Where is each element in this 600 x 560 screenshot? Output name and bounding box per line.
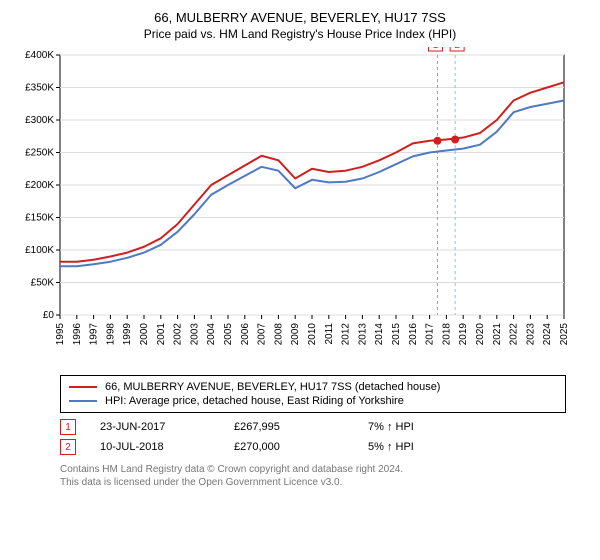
chart-title: 66, MULBERRY AVENUE, BEVERLEY, HU17 7SS [8,10,592,25]
x-tick-label: 2012 [341,323,352,346]
y-tick-label: £0 [43,310,55,321]
x-tick-label: 2000 [139,323,150,346]
price-chart: £0 £50K £100K £150K £200K £250K £300K £350K £400… [8,47,590,367]
x-tick-label: 2016 [408,323,419,346]
x-tick-label: 2017 [425,323,436,346]
legend-label: 66, MULBERRY AVENUE, BEVERLEY, HU17 7SS … [105,381,440,393]
x-tick-label: 2010 [307,323,318,346]
legend-label: HPI: Average price, detached house, East… [105,395,404,407]
x-tick-label: 2023 [525,323,536,346]
legend-swatch [69,386,97,388]
x-tick-label: 1996 [72,323,83,346]
x-tick-label: 2003 [189,323,200,346]
legend: 66, MULBERRY AVENUE, BEVERLEY, HU17 7SS … [60,375,566,413]
sale-hpi-delta: 5% ↑ HPI [368,441,478,453]
y-tick-label: £150K [25,213,54,224]
sale-date: 23-JUN-2017 [100,421,210,433]
x-tick-label: 2008 [273,323,284,346]
marker-badge-num: 1 [433,47,439,51]
x-tick-label: 1995 [55,323,66,346]
x-tick-label: 2022 [509,323,520,346]
sale-date: 10-JUL-2018 [100,441,210,453]
footer-line: This data is licensed under the Open Gov… [60,476,566,489]
x-tick-label: 1999 [122,323,133,346]
sale-marker-badge: 1 [60,419,76,435]
sale-price: £267,995 [234,421,344,433]
x-tick-label: 2018 [441,323,452,346]
sale-row: 2 10-JUL-2018 £270,000 5% ↑ HPI [60,437,566,457]
sale-row: 1 23-JUN-2017 £267,995 7% ↑ HPI [60,417,566,437]
footer-line: Contains HM Land Registry data © Crown c… [60,463,566,476]
x-tick-label: 2024 [542,323,553,346]
x-tick-label: 2014 [374,323,385,346]
x-tick-label: 2001 [156,323,167,346]
marker-dot [433,137,441,145]
x-tick-label: 2007 [257,323,268,346]
legend-row: HPI: Average price, detached house, East… [69,394,557,408]
x-tick-label: 2020 [475,323,486,346]
x-tick-label: 1997 [89,323,100,346]
chart-subtitle: Price paid vs. HM Land Registry's House … [8,27,592,41]
y-tick-label: £350K [25,83,54,94]
x-tick-label: 2005 [223,323,234,346]
legend-swatch [69,400,97,402]
x-tick-label: 2025 [559,323,570,346]
x-tick-label: 2015 [391,323,402,346]
x-tick-label: 1998 [105,323,116,346]
y-tick-label: £400K [25,50,54,61]
sales-table: 1 23-JUN-2017 £267,995 7% ↑ HPI 2 10-JUL-2018… [60,417,566,457]
x-tick-label: 2002 [173,323,184,346]
x-tick-label: 2019 [458,323,469,346]
x-tick-label: 2004 [206,323,217,346]
sale-marker-badge: 2 [60,439,76,455]
x-tick-label: 2009 [290,323,301,346]
y-tick-label: £50K [31,278,55,289]
marker-badge-num: 2 [454,47,460,51]
legend-row: 66, MULBERRY AVENUE, BEVERLEY, HU17 7SS … [69,380,557,394]
y-tick-label: £300K [25,115,54,126]
y-tick-label: £250K [25,148,54,159]
footer-attribution: Contains HM Land Registry data © Crown c… [60,463,566,489]
sale-price: £270,000 [234,441,344,453]
x-tick-label: 2021 [492,323,503,346]
x-tick-label: 2006 [240,323,251,346]
y-tick-label: £100K [25,245,54,256]
marker-dot [451,136,459,144]
x-tick-label: 2013 [357,323,368,346]
x-tick-label: 2011 [324,323,335,345]
y-tick-label: £200K [25,180,54,191]
sale-hpi-delta: 7% ↑ HPI [368,421,478,433]
